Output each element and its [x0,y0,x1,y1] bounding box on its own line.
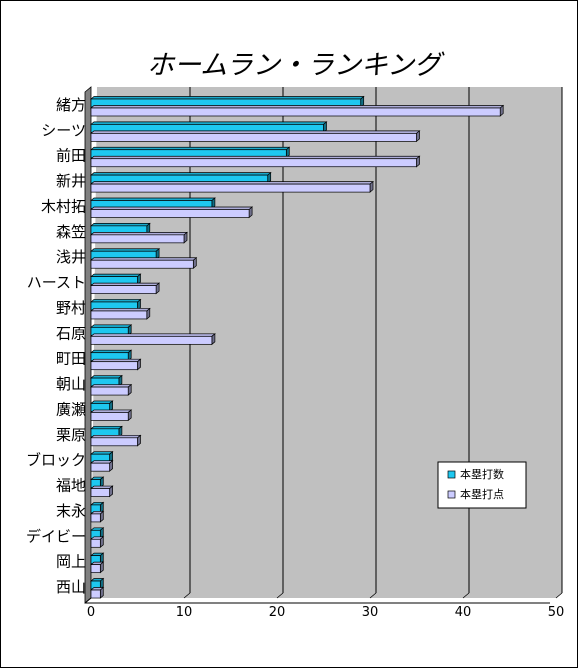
category-label: 西山 [56,578,86,596]
category-label: シーツ [41,121,86,139]
legend-swatch [447,470,456,479]
category-label: 森笠 [56,223,86,241]
bar-hr-points [90,282,161,295]
bar-hr-count [90,146,291,159]
category-label: 岡上 [56,553,86,571]
category-label: 前田 [56,147,86,165]
bar-hr-points [90,307,151,320]
bar-hr-count [90,324,133,337]
chart-title: ホームラン・ランキング [147,50,445,81]
gridline-foot [183,592,191,599]
category-label: 石原 [56,324,86,342]
bar-hr-points [90,485,114,498]
legend-label: 本塁打点 [460,487,504,501]
bar-hr-points [90,231,188,244]
category-label: ハースト [27,274,86,292]
x-tick-label: 40 [455,605,472,620]
bar-hr-points [90,206,254,219]
bar-hr-points [90,536,105,549]
category-label: ブロック [26,451,86,469]
legend-box [437,461,527,509]
category-label: 新井 [56,172,86,190]
gridline-foot [276,592,284,599]
bar-hr-points [90,459,114,472]
bar-hr-points [90,434,142,447]
bar-hr-count [90,425,123,438]
bar-hr-points [90,586,105,599]
category-label: 廣瀬 [56,400,86,418]
bar-hr-count [90,349,133,362]
category-label: 末永 [56,502,86,520]
bar-hr-count [90,121,328,134]
legend-label: 本塁打数 [460,467,504,481]
bar-hr-count [90,400,114,413]
bar-hr-points [90,561,105,574]
x-tick-label: 10 [176,605,193,620]
legend-swatch [447,490,456,499]
bar-hr-points [90,256,198,269]
bar-hr-points [90,130,421,143]
bar-hr-points [90,510,105,523]
gridline-foot [555,592,563,599]
bar-hr-points [90,358,142,371]
bar-hr-points [90,409,133,422]
x-tick-label: 0 [87,605,95,620]
gridline-foot [462,592,470,599]
x-tick-label: 30 [362,605,379,620]
category-label: 町田 [56,350,86,368]
category-label: 緒方 [56,96,86,114]
category-label: 栗原 [56,426,86,444]
bar-hr-points [90,180,374,193]
category-label: 朝山 [56,375,86,393]
category-label: 福地 [56,477,86,495]
category-label: 浅井 [56,248,86,266]
gridline-foot [369,592,377,599]
x-tick-label: 20 [269,605,286,620]
x-tick-label: 50 [548,605,565,620]
bar-hr-points [90,333,216,346]
bar-hr-points [90,104,505,117]
category-label: 野村 [56,299,86,317]
category-label: 木村拓 [41,197,86,215]
category-label: デイビー [26,527,86,545]
bar-hr-points [90,383,133,396]
bar-hr-points [90,155,421,168]
axis-corner [84,597,92,604]
